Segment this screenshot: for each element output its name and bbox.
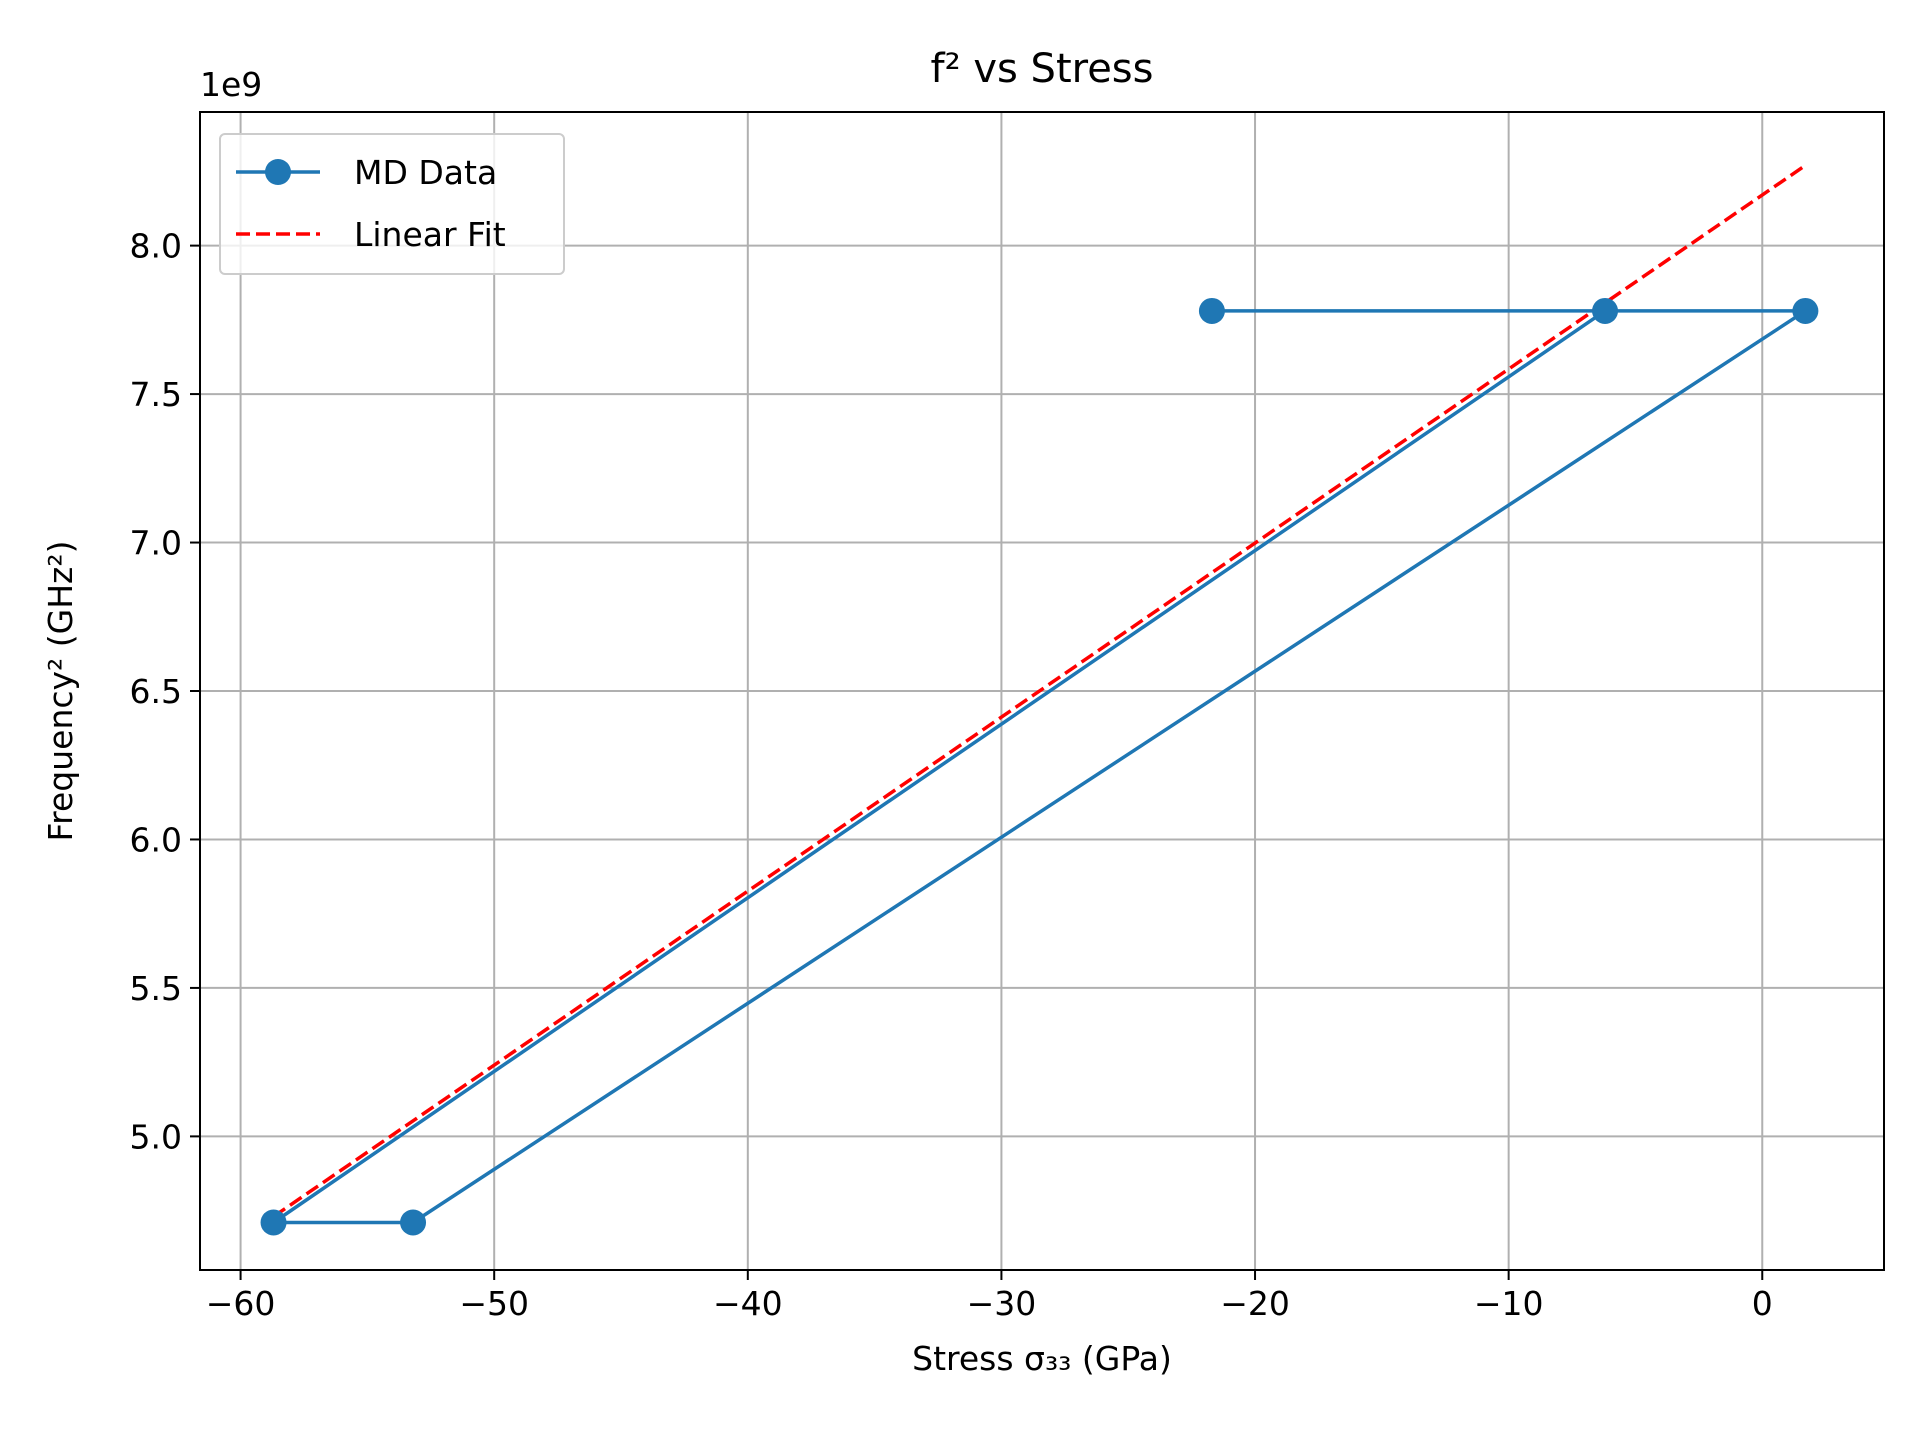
ticks: −60 −50 −40 −30 −20 −10 0 5.0 5.5 6.0 6.5 7.0 7.5 8.0 <box>130 227 1773 1323</box>
plot-area <box>260 163 1819 1236</box>
y-axis-offset-label: 1e9 <box>200 65 262 104</box>
series-line-1 <box>272 163 1807 1219</box>
y-tick-label: 7.5 <box>130 375 182 414</box>
x-tick-label: −40 <box>713 1284 783 1323</box>
y-tick-label: 6.0 <box>130 820 182 859</box>
x-tick-label: −20 <box>1220 1284 1290 1323</box>
data-point-marker <box>1792 297 1819 324</box>
legend-label-linear-fit: Linear Fit <box>354 215 506 254</box>
data-point-marker <box>400 1209 427 1236</box>
x-tick-label: −60 <box>206 1284 276 1323</box>
legend: MD Data Linear Fit <box>219 133 565 275</box>
legend-marker-md-data <box>265 159 291 185</box>
chart-title: f² vs Stress <box>931 46 1154 92</box>
data-point-marker <box>1198 297 1225 324</box>
y-tick-label: 8.0 <box>130 227 182 266</box>
y-axis-label: Frequency² (GHz²) <box>41 541 80 842</box>
y-tick-label: 5.5 <box>130 969 182 1008</box>
legend-label-md-data: MD Data <box>354 153 497 192</box>
data-point-marker <box>260 1209 287 1236</box>
y-tick-label: 7.0 <box>130 524 182 563</box>
y-tick-label: 5.0 <box>130 1117 182 1156</box>
legend-box <box>219 133 565 275</box>
x-tick-label: −30 <box>967 1284 1037 1323</box>
y-tick-label: 6.5 <box>130 672 182 711</box>
x-tick-label: −50 <box>459 1284 529 1323</box>
x-tick-label: −10 <box>1474 1284 1544 1323</box>
x-tick-label: 0 <box>1752 1284 1773 1323</box>
x-axis-label: Stress σ₃₃ (GPa) <box>912 1339 1172 1378</box>
data-point-marker <box>1592 297 1619 324</box>
